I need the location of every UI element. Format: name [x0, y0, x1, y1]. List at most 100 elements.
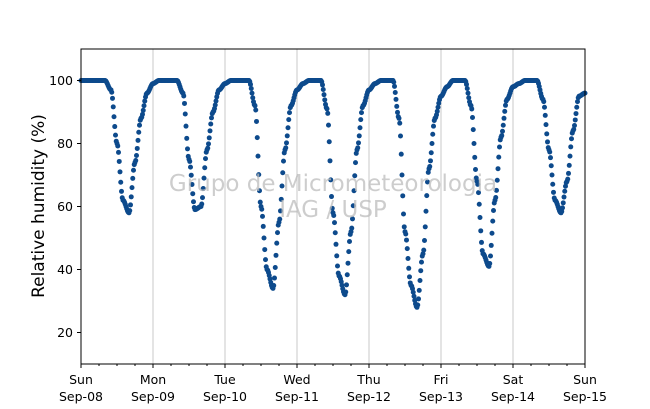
x-tick-day: Sun	[69, 372, 93, 387]
data-point	[545, 139, 550, 145]
data-point	[551, 189, 556, 195]
data-point	[201, 175, 207, 181]
data-points	[78, 78, 588, 310]
data-point	[261, 235, 267, 241]
x-tick-day: Thu	[356, 372, 380, 387]
y-tick-label: 100	[49, 73, 73, 88]
data-point	[116, 158, 122, 164]
data-point	[127, 208, 133, 214]
data-point	[476, 201, 482, 207]
data-point	[207, 128, 213, 134]
data-point	[142, 98, 148, 104]
data-point	[326, 122, 331, 128]
data-point	[346, 249, 352, 255]
data-point	[185, 146, 190, 152]
data-point	[277, 216, 283, 222]
data-point	[495, 166, 501, 172]
data-point	[427, 164, 433, 170]
x-tick-date: Sep-12	[347, 389, 391, 404]
data-point	[116, 149, 121, 155]
data-point	[470, 127, 476, 133]
data-point	[136, 129, 142, 135]
data-point	[206, 135, 212, 141]
data-point	[248, 81, 253, 87]
data-point	[560, 205, 565, 211]
data-point	[411, 293, 417, 299]
data-point	[205, 145, 211, 151]
data-point	[137, 122, 142, 128]
data-point	[200, 186, 206, 192]
data-point	[183, 123, 189, 129]
data-point	[416, 287, 422, 293]
data-point	[333, 241, 339, 247]
data-point	[477, 215, 483, 221]
data-point	[260, 223, 266, 229]
data-point	[281, 158, 286, 164]
data-point	[565, 176, 571, 182]
data-point	[401, 211, 406, 217]
data-point	[324, 106, 330, 112]
data-point	[479, 239, 484, 245]
data-point	[287, 110, 292, 116]
data-point	[502, 108, 508, 114]
data-point	[398, 151, 404, 157]
data-point	[392, 89, 398, 95]
x-tick-date: Sep-08	[59, 389, 103, 404]
x-tick-day: Wed	[283, 372, 310, 387]
data-point	[424, 193, 430, 199]
data-point	[345, 260, 351, 266]
data-point	[352, 173, 358, 179]
data-point	[257, 199, 263, 205]
data-point	[278, 196, 284, 202]
data-point	[320, 86, 326, 92]
x-tick-date: Sep-09	[131, 389, 175, 404]
data-point	[465, 90, 471, 96]
x-tick-day: Fri	[434, 372, 449, 387]
data-point	[391, 79, 397, 85]
data-point	[206, 141, 211, 147]
data-point	[272, 275, 277, 281]
data-point	[494, 187, 499, 193]
data-point	[430, 131, 436, 137]
data-point	[283, 145, 289, 151]
data-point	[571, 126, 577, 132]
data-point	[188, 172, 194, 178]
data-point	[500, 122, 506, 128]
data-point	[254, 135, 260, 141]
data-point	[470, 115, 475, 121]
data-point	[428, 150, 434, 156]
y-axis-label: Relative humidity (%)	[29, 114, 49, 298]
data-point	[133, 158, 139, 164]
data-point	[184, 135, 190, 141]
data-point	[544, 131, 550, 137]
data-point	[491, 208, 496, 214]
x-axis: Sun Sep-08 Mon Sep-09 Tue Sep-10 Wed Sep-11 Thu S…	[59, 364, 607, 404]
x-tick-date: Sep-10	[203, 389, 247, 404]
data-point	[326, 139, 332, 145]
data-point	[134, 145, 140, 151]
data-point	[347, 239, 352, 245]
data-point	[356, 140, 361, 146]
data-point	[493, 194, 499, 200]
data-point	[110, 95, 115, 101]
data-point	[497, 144, 502, 150]
data-point	[256, 172, 262, 178]
data-point	[353, 160, 358, 166]
y-tick-label: 40	[57, 262, 73, 277]
data-point	[410, 289, 416, 295]
data-point	[111, 114, 117, 120]
data-point	[134, 153, 139, 159]
data-point	[212, 102, 218, 108]
x-tick-date: Sep-13	[419, 389, 463, 404]
watermark: Grupo de Micrometeorologia IAG / USP	[169, 171, 497, 223]
x-tick-date: Sep-14	[491, 389, 535, 404]
data-point	[253, 107, 259, 113]
watermark-line-2: IAG / USP	[279, 197, 387, 223]
data-point	[405, 255, 411, 261]
data-point	[280, 170, 286, 176]
data-point	[541, 99, 547, 105]
data-point	[350, 203, 356, 209]
data-point	[400, 193, 406, 199]
data-point	[248, 85, 254, 91]
data-point	[262, 247, 268, 253]
